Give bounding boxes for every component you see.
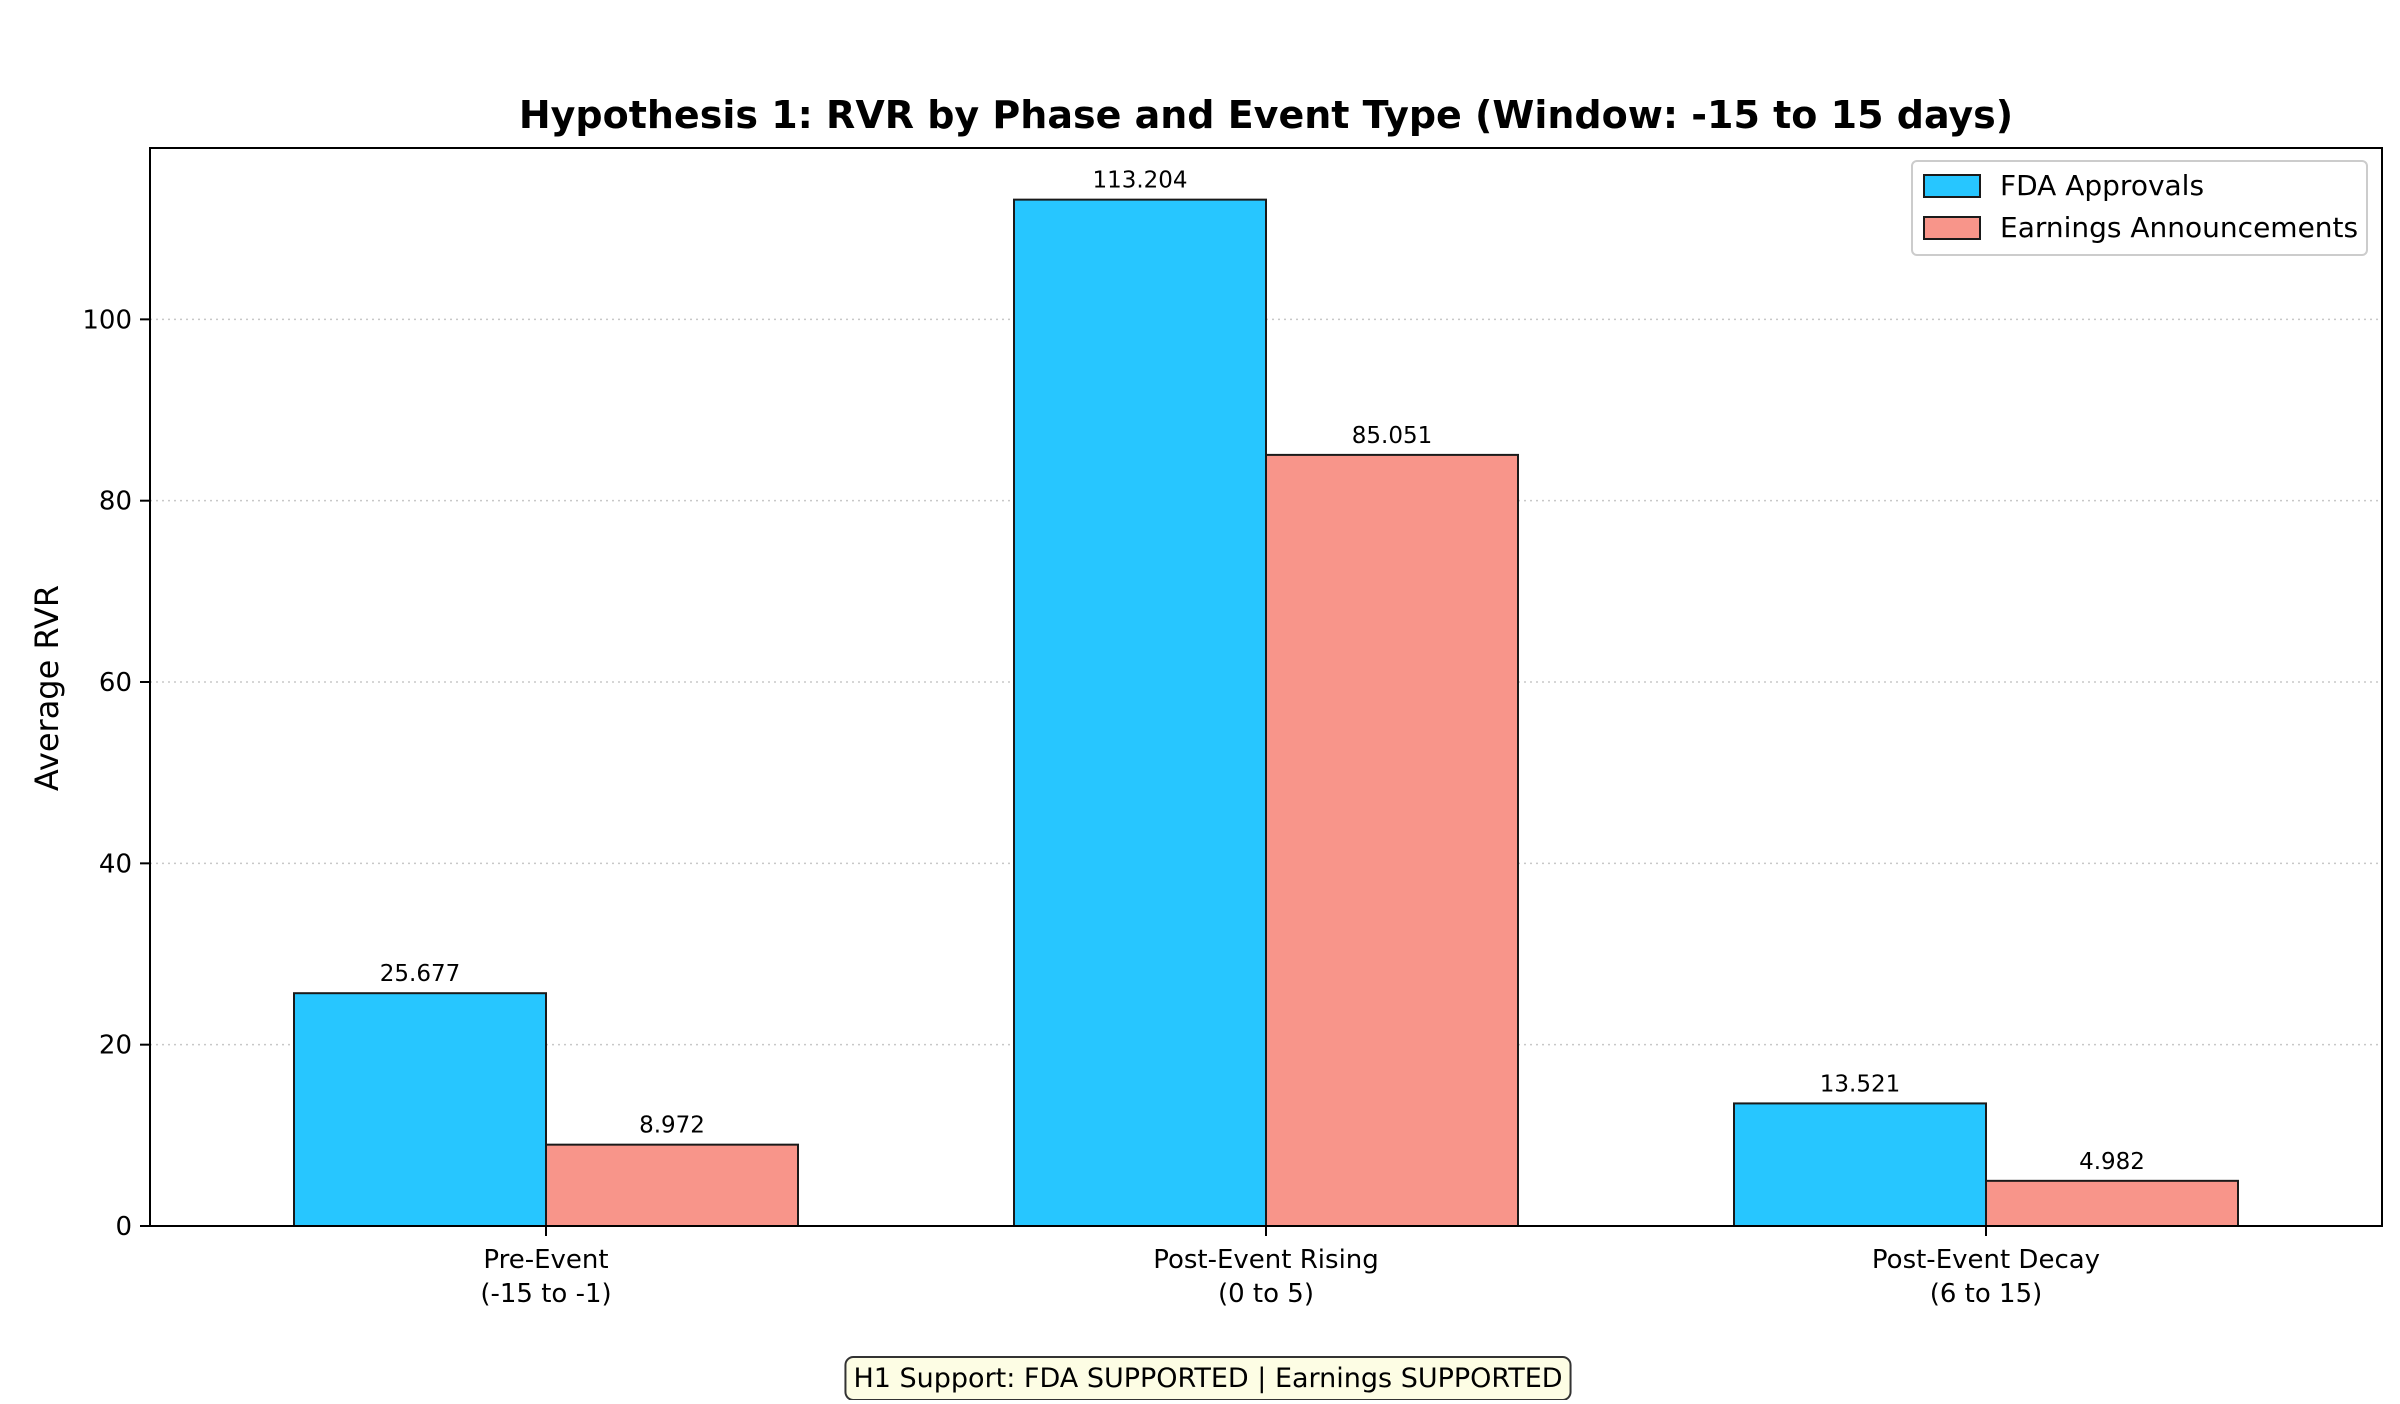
bar <box>545 1143 799 1228</box>
x-tick-label: (0 to 5) <box>1218 1279 1314 1309</box>
x-tick-label: Pre-Event <box>483 1245 608 1275</box>
bar <box>1013 198 1267 1227</box>
y-tick-label: 60 <box>99 668 132 698</box>
y-tick-label: 0 <box>115 1212 132 1242</box>
annotation-text: H1 Support: FDA SUPPORTED | Earnings SUP… <box>853 1363 1562 1394</box>
y-axis: 0 20 40 60 80 100 <box>82 305 150 1242</box>
chart-title: Hypothesis 1: RVR by Phase and Event Typ… <box>519 93 2013 137</box>
x-tick-label: (-15 to -1) <box>480 1279 611 1309</box>
legend-frame <box>1911 160 2368 256</box>
bar <box>1733 1102 1987 1227</box>
y-tick-label: 20 <box>99 1031 132 1061</box>
legend-label: FDA Approvals <box>2000 169 2204 202</box>
legend: FDA Approvals Earnings Announcements <box>1911 160 2368 256</box>
data-labels: 25.677 8.972 113.204 85.051 13.521 4.982 <box>380 168 2145 1175</box>
x-tick-label: Post-Event Decay <box>1872 1245 2100 1275</box>
legend-swatch <box>1923 174 1981 198</box>
bars <box>293 198 2239 1228</box>
data-label: 4.982 <box>2079 1149 2145 1175</box>
y-tick-label: 80 <box>99 487 132 517</box>
y-tick-label: 100 <box>82 305 132 335</box>
legend-label: Earnings Announcements <box>2000 211 2358 244</box>
x-tick-label: Post-Event Rising <box>1153 1245 1379 1275</box>
bar <box>293 992 547 1228</box>
y-tick-label: 40 <box>99 849 132 879</box>
data-label: 8.972 <box>639 1113 705 1139</box>
data-label: 113.204 <box>1092 168 1187 194</box>
y-axis-label: Average RVR <box>28 585 66 791</box>
annotation-box: H1 Support: FDA SUPPORTED | Earnings SUP… <box>844 1356 1572 1401</box>
bar <box>1265 453 1519 1227</box>
x-tick-label: (6 to 15) <box>1930 1279 2043 1309</box>
bar <box>1985 1179 2239 1227</box>
legend-swatch <box>1923 216 1981 240</box>
data-label: 85.051 <box>1352 423 1432 449</box>
data-label: 13.521 <box>1820 1071 1900 1097</box>
x-axis: Pre-Event (-15 to -1) Post-Event Rising (0 … <box>480 1226 2100 1309</box>
data-label: 25.677 <box>380 961 460 987</box>
